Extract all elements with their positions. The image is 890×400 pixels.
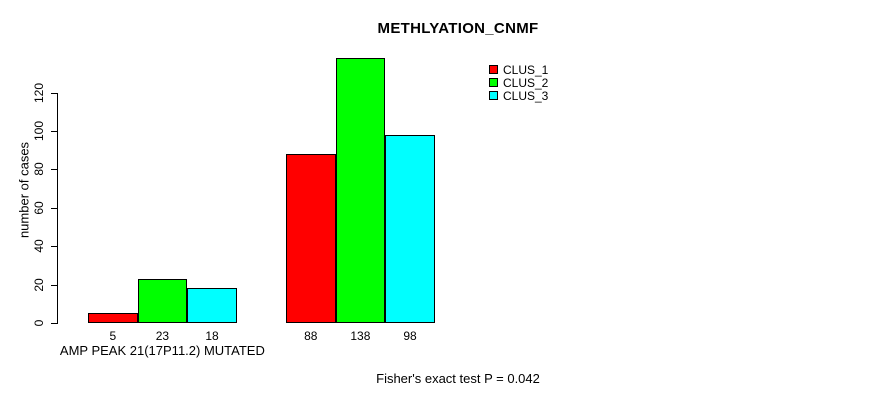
bar-value-label: 23: [155, 329, 170, 343]
bar-clus_1-group1: [88, 313, 138, 323]
bar-value-label: 18: [205, 329, 219, 343]
fisher-test-note: Fisher's exact test P = 0.042: [376, 371, 540, 386]
legend-swatch-icon: [489, 78, 498, 87]
legend: CLUS_1 CLUS_2 CLUS_3: [489, 62, 549, 103]
y-tick-label: 120: [32, 82, 46, 103]
y-tick-label: 60: [32, 201, 46, 215]
legend-label: CLUS_3: [503, 88, 549, 103]
legend-label: CLUS_2: [503, 75, 549, 90]
bar-value-label: 88: [304, 329, 318, 343]
y-tick-mark: [51, 323, 57, 324]
y-tick-mark: [51, 207, 57, 209]
legend-item-clus_1: CLUS_1: [489, 62, 549, 77]
y-axis-line: [57, 92, 58, 324]
y-tick-label: 80: [32, 162, 46, 177]
y-tick-mark: [51, 92, 57, 94]
y-tick-label: 20: [32, 277, 46, 292]
y-tick-mark: [51, 246, 57, 248]
bar-value-label: 98: [403, 329, 417, 343]
y-tick-mark: [51, 284, 57, 286]
bar-clus_3-group2: [385, 134, 435, 323]
bar-clus_1-group2: [286, 154, 336, 323]
legend-swatch-icon: [489, 65, 498, 74]
y-tick-mark: [51, 131, 57, 132]
x-group-label: AMP PEAK 21(17P11.2) MUTATED: [59, 343, 265, 358]
bar-value-label: 5: [109, 329, 117, 343]
y-tick-label: 100: [32, 120, 46, 142]
bar-clus_3-group1: [187, 288, 237, 323]
legend-label: CLUS_1: [503, 62, 549, 77]
y-tick-label: 0: [32, 319, 46, 327]
legend-swatch-icon: [489, 91, 498, 100]
bar-value-label: 138: [350, 329, 371, 343]
bar-clus_2-group1: [137, 278, 188, 323]
y-tick-mark: [51, 169, 57, 171]
bar-clus_2-group2: [335, 58, 386, 323]
legend-item-clus_3: CLUS_3: [489, 88, 549, 103]
y-tick-label: 40: [32, 239, 46, 253]
chart-title: METHLYATION_CNMF: [377, 20, 539, 37]
legend-item-clus_2: CLUS_2: [489, 75, 549, 90]
